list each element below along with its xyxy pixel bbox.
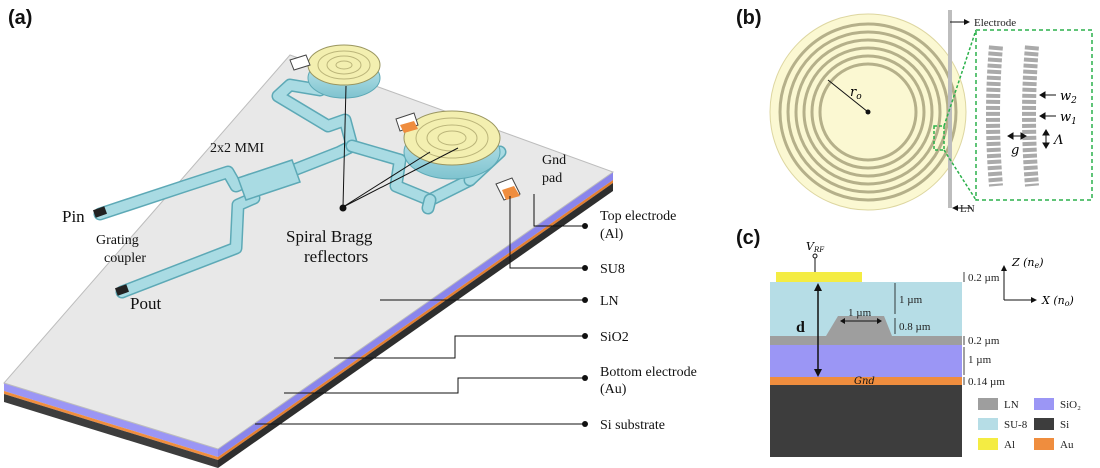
dim-rib-height: 0.8 µm [899, 321, 931, 333]
callout-su8: SU8 [600, 262, 625, 277]
legend-swatch-au [1034, 438, 1054, 450]
dim-su8-thickness: 1 µm [899, 294, 923, 306]
rib-width-arrow-left [840, 318, 845, 324]
legend-swatch-al [978, 438, 998, 450]
spiral-center [865, 109, 871, 115]
r0-radius-line [827, 79, 869, 113]
callout-top-electrode-1: Top electrode [600, 209, 676, 224]
vrf-label: VRF [806, 240, 825, 254]
axis-z-label: Z (ne) [1011, 256, 1044, 270]
grating-dimension-marks [1007, 91, 1056, 149]
callout-top-electrode-2: (Al) [600, 227, 624, 242]
label-gnd-2: pad [542, 171, 562, 186]
legend-swatch-ln [978, 398, 998, 410]
label-pin: Pin [62, 207, 85, 226]
zoom-source-box [933, 125, 945, 151]
label-ln-b: LN [960, 203, 975, 215]
callout-si-substrate: Si substrate [600, 418, 665, 433]
zoom-line-top [943, 29, 977, 127]
panel-c-tag: (c) [736, 227, 760, 249]
axis-z-arrow [1001, 265, 1007, 271]
callout-ln: LN [600, 294, 619, 309]
w1-label: w1 [1060, 110, 1077, 127]
callout-dots [582, 223, 588, 427]
ln-arrow-head [952, 205, 958, 211]
panel-b: (b) ro Electrode LN [736, 7, 1093, 215]
callout-lines [255, 194, 585, 425]
callout-sio2: SiO2 [600, 330, 629, 345]
gnd-label: Gnd [854, 376, 875, 387]
lambda-label: Λ [1053, 133, 1063, 148]
callout-bottom-electrode-1: Bottom electrode [600, 365, 697, 380]
legend-label-ln: LN [1004, 399, 1019, 411]
w2-label: w2 [1060, 89, 1077, 106]
label-mmi: 2x2 MMI [210, 141, 264, 156]
au-layer-right [218, 180, 613, 460]
grating-strip-2 [1022, 45, 1039, 187]
legend-swatch-si [1034, 418, 1054, 430]
layer-legend: LN SiO₂ SU-8 Si Al Au [978, 398, 1081, 451]
label-gnd-1: Gnd [542, 153, 566, 168]
axis-x-arrow [1031, 297, 1037, 303]
label-spiral-2: reflectors [304, 247, 368, 266]
legend-label-au: Au [1060, 439, 1074, 451]
sio2-layer-front [4, 383, 218, 457]
contact-pads [289, 54, 521, 201]
d-arrow-top [814, 283, 822, 291]
sio2-layer [770, 345, 962, 377]
vrf-terminal [812, 253, 818, 259]
legend-label-al: Al [1004, 439, 1015, 451]
label-electrode: Electrode [974, 17, 1016, 29]
dim-sio2: 1 µm [968, 354, 992, 366]
g-label: g [1011, 143, 1019, 158]
panel-b-tag: (b) [736, 7, 762, 29]
r0-label: ro [850, 85, 862, 102]
sio2-layer-right [218, 172, 613, 457]
si-layer-front [4, 394, 218, 468]
si-layer [770, 385, 962, 457]
spiral-rings [778, 22, 958, 202]
callout-bottom-electrode-2: (Au) [600, 382, 627, 397]
dim-al-thickness: 0.2 µm [968, 272, 1000, 284]
dim-ln-slab: 0.2 µm [968, 335, 1000, 347]
label-pout: Pout [130, 294, 161, 313]
legend-label-si: Si [1060, 419, 1069, 431]
legend-label-su8: SU-8 [1004, 419, 1028, 431]
label-spiral-1: Spiral Bragg [286, 227, 373, 246]
al-electrode [776, 272, 862, 282]
rib-width-arrow-right [877, 318, 882, 324]
panel-c: (c) VRF Gnd d 1 µm 0.2 [736, 227, 1081, 457]
legend-label-sio2: SiO₂ [1060, 399, 1081, 411]
panel-a: (a) [3, 7, 697, 468]
grating-strip-1 [986, 45, 1003, 187]
mmi-block [237, 159, 301, 201]
spiral-leader-lines [339, 85, 459, 212]
axis-x-label: X (no) [1041, 294, 1074, 308]
si-layer-right [218, 183, 613, 468]
legend-swatch-su8 [978, 418, 998, 430]
d-label: d [796, 319, 805, 336]
electrode-arrow-head [964, 19, 970, 25]
au-layer-front [4, 391, 218, 460]
label-grating-2: coupler [104, 251, 146, 266]
grating-coupler-pin [92, 206, 108, 218]
label-grating-1: Grating [96, 233, 139, 248]
spiral-bragg-reflector-2 [403, 110, 501, 180]
legend-swatch-sio2 [1034, 398, 1054, 410]
au-layer [770, 377, 962, 385]
spiral-bragg-reflector-1 [307, 44, 381, 99]
side-dimension-marks [894, 272, 965, 385]
d-arrow-bottom [814, 369, 822, 377]
dim-au: 0.14 µm [968, 376, 1005, 388]
ln-slab [770, 336, 962, 345]
panel-a-tag: (a) [8, 7, 32, 29]
grating-coupler-pout [114, 284, 130, 296]
dim-rib-width: 1 µm [848, 307, 872, 319]
